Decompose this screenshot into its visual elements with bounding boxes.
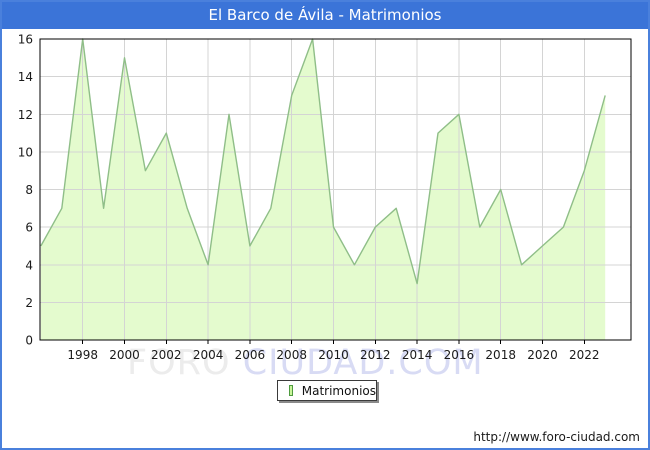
svg-text:16: 16: [18, 33, 33, 47]
svg-text:4: 4: [25, 258, 33, 272]
svg-text:0: 0: [25, 334, 33, 348]
watermark: FORO CIUDAD.COM: [127, 343, 484, 383]
svg-text:2: 2: [25, 296, 33, 310]
svg-text:2022: 2022: [569, 348, 600, 362]
footer-url: http://www.foro-ciudad.com: [473, 430, 640, 444]
legend-box: Matrimonios: [277, 380, 377, 401]
series-line: [40, 38, 606, 285]
svg-text:2020: 2020: [527, 348, 558, 362]
legend-swatch-icon: [289, 385, 293, 396]
plot-border: [39, 38, 632, 341]
page-title: El Barco de Ávila - Matrimonios: [208, 6, 442, 24]
legend-label: Matrimonios: [301, 383, 376, 398]
svg-text:12: 12: [18, 108, 33, 122]
svg-text:14: 14: [18, 70, 33, 84]
watermark-ciudad: CIUDAD.COM: [230, 343, 484, 383]
watermark-foro: FORO: [127, 343, 231, 383]
series-area: [40, 39, 606, 340]
svg-text:6: 6: [25, 221, 33, 235]
chart-area: FORO CIUDAD.COM 0 2 4 6 8 10 12 14 16 1998 2000 200…: [2, 29, 648, 448]
title-bar: El Barco de Ávila - Matrimonios: [2, 2, 648, 29]
svg-text:8: 8: [25, 183, 33, 197]
svg-text:2018: 2018: [485, 348, 516, 362]
y-axis-labels: 0 2 4 6 8 10 12 14 16: [18, 33, 33, 348]
svg-text:10: 10: [18, 145, 33, 159]
svg-text:1998: 1998: [67, 348, 98, 362]
gridlines: [40, 39, 631, 340]
